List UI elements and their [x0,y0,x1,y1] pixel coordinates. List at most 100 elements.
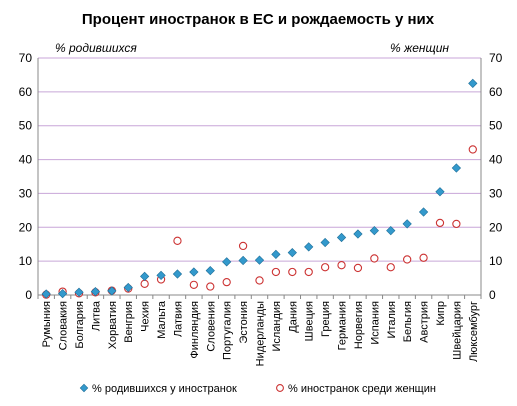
y-right-tick-label: 0 [489,288,496,302]
category-label: Финляндия [189,301,201,359]
point-births-share [468,78,478,89]
category-label: Мальта [156,300,168,339]
legend-item-births: % родившихся у иностранок [79,383,237,395]
category-label: Исландия [271,301,283,352]
point-births-share [123,282,133,293]
category-label: Хорватия [107,301,119,349]
point-women-share [403,255,412,264]
point-births-share [402,219,412,229]
point-births-share [238,255,248,266]
point-women-share [435,218,445,228]
point-women-share [271,267,281,277]
point-births-share [107,286,117,296]
point-women-share [419,253,428,262]
point-women-share [255,276,264,285]
series-markers [41,78,478,299]
point-women-share [337,261,346,270]
y-right-tick-label: 30 [489,186,503,200]
category-label: Италия [386,301,398,339]
point-women-share [370,254,379,263]
point-births-share [353,229,363,239]
point-births-share [435,187,445,197]
y-right-tick-label: 20 [489,220,503,234]
point-births-share [189,267,199,277]
point-births-share [418,207,429,217]
legend-item-women: % иностранок среди женщин [276,383,436,395]
category-label: Кипр [435,301,447,326]
category-label: Испания [369,301,381,345]
point-women-share [238,241,248,251]
point-births-share [287,248,297,258]
point-women-share [320,263,330,272]
point-women-share [189,280,199,289]
y-right-axis-title: % женщин [390,41,449,55]
legend-circle-marker [276,384,284,392]
point-births-share [451,163,462,173]
category-label: Германия [337,301,349,350]
y-left-tick-label: 40 [19,153,33,167]
category-label: Литва [90,300,102,331]
category-label: Словения [205,301,217,352]
point-women-share [304,267,313,277]
category-label: Греция [320,301,332,337]
point-births-share [254,255,265,265]
point-births-share [41,289,51,299]
point-births-share [90,286,101,297]
point-births-share [320,237,330,248]
category-label: Швейцария [451,301,463,360]
point-women-share [222,277,231,287]
category-label: Австрия [419,301,431,343]
point-women-share [468,145,477,154]
point-women-share [288,267,297,277]
category-label: Словакия [58,301,70,350]
legend-label-births: % родившихся у иностранок [92,383,237,395]
point-births-share [369,226,379,236]
y-right-tick-label: 10 [489,254,503,268]
y-left-tick-label: 30 [19,186,33,200]
category-labels: Румыния Словакия Болгария Литва Хорватия Венг… [41,300,480,366]
point-births-share [222,257,232,267]
y-left-tick-label: 50 [19,119,33,133]
category-label: Румыния [41,301,53,347]
y-right-tick-label: 70 [489,51,503,65]
gridlines [38,57,481,262]
y-right-tick-label: 40 [489,153,503,167]
y-left-tick-label: 10 [19,254,33,268]
point-women-share [353,263,363,273]
category-label: Бельгия [402,301,414,342]
y-right-tick-label: 60 [489,85,503,99]
point-women-share [173,236,182,245]
y-left-axis-title: % родившихся [55,41,137,55]
category-label: Венгрия [123,301,135,343]
y-left-tick-label: 60 [19,85,33,99]
point-women-share [140,279,149,288]
point-births-share [271,249,281,259]
point-births-share [140,271,150,282]
chart-title: Процент иностранок в ЕС и рождаемость у … [82,11,435,28]
category-label: Швеция [304,301,316,341]
y-tick-labels: 0 0 10 10 20 20 30 30 40 40 50 50 60 60 70 70 [19,51,503,302]
category-label: Болгария [74,301,86,349]
point-women-share [386,263,395,272]
category-label: Чехия [140,301,152,332]
category-label: Латвия [172,301,184,337]
category-label: Эстония [238,301,250,344]
point-births-share [205,265,215,276]
legend-diamond-marker [79,383,89,393]
category-label: Норвегия [353,301,365,349]
legend: % родившихся у иностранок % иностранок с… [79,383,436,395]
y-left-tick-label: 70 [19,51,33,65]
point-births-share [57,289,68,299]
y-right-tick-label: 50 [489,119,503,133]
point-women-share [206,282,215,291]
category-label: Дания [287,301,299,333]
point-births-share [386,226,396,236]
y-left-tick-label: 20 [19,220,33,234]
point-births-share [336,232,347,243]
legend-label-women: % иностранок среди женщин [288,383,436,395]
point-births-share [156,270,166,280]
point-births-share [304,242,314,252]
category-label: Португалия [222,301,234,360]
